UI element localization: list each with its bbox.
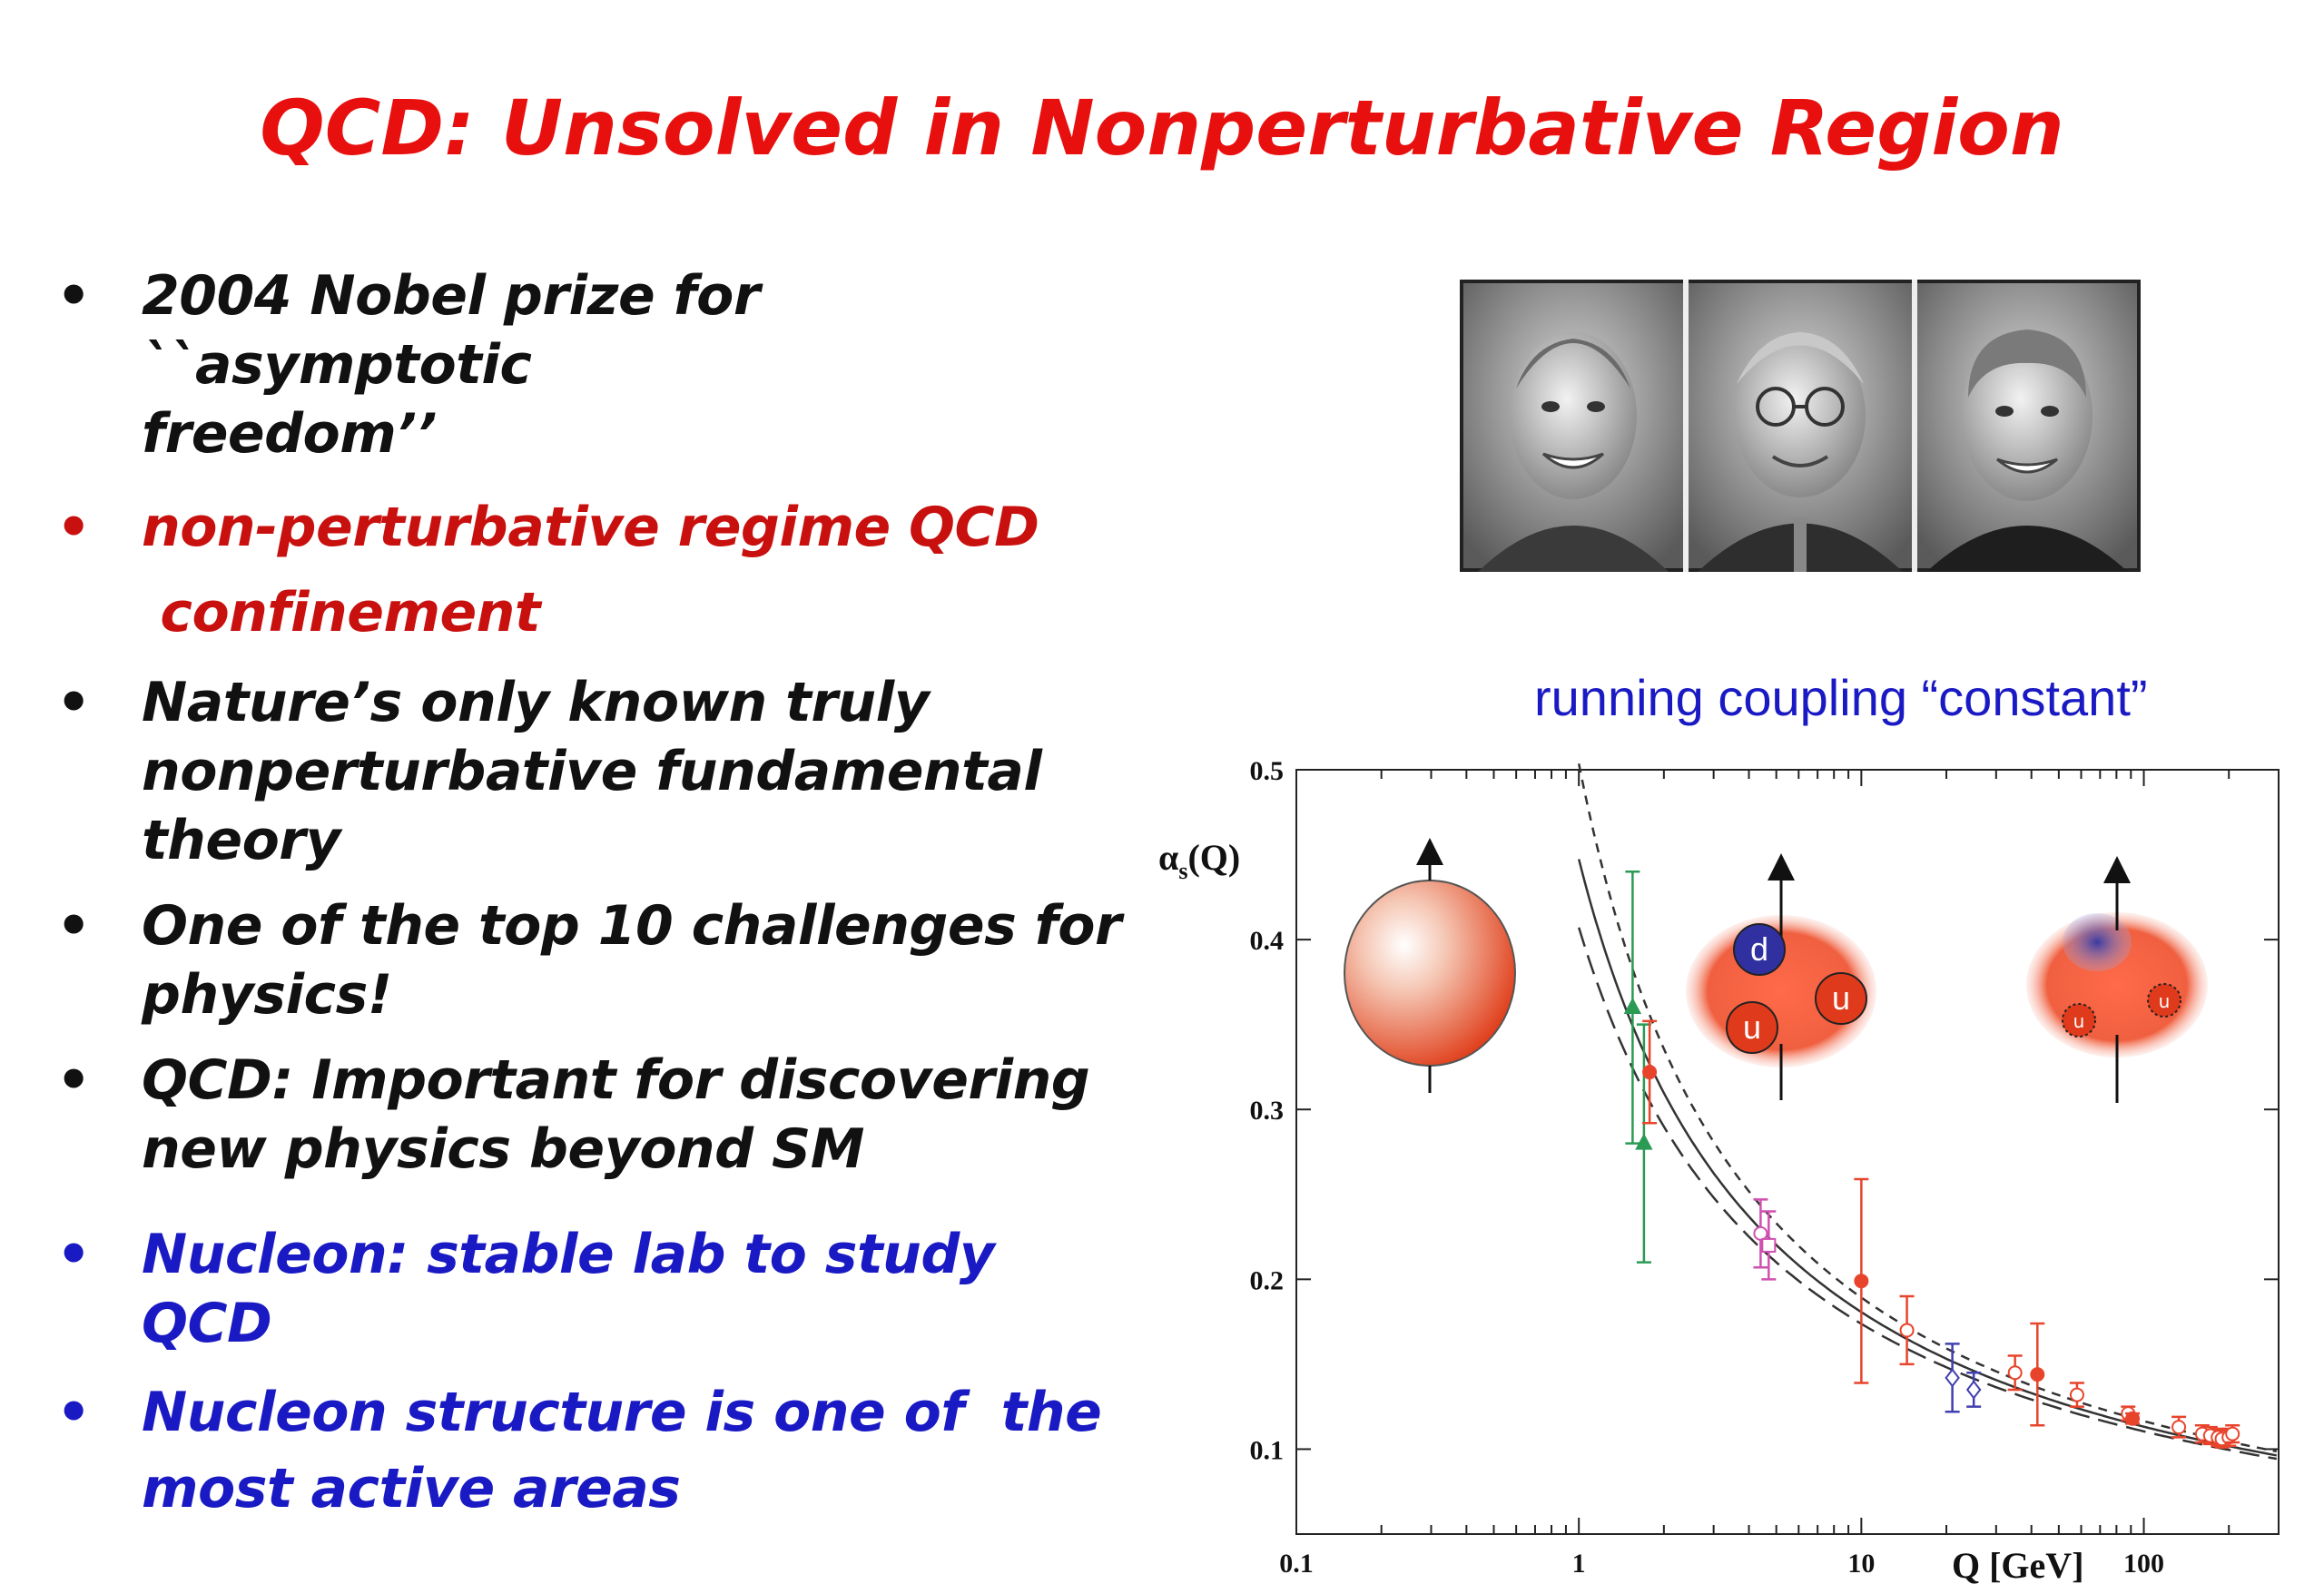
quark	[1815, 972, 1867, 1025]
marker	[1623, 997, 1642, 1014]
marker	[2030, 1367, 2045, 1382]
marker	[1753, 1225, 1768, 1241]
alpha-s-curve-lower	[1578, 927, 2278, 1461]
data-point	[1965, 1371, 1982, 1408]
quark-label: u	[1832, 979, 1850, 1017]
data-point	[1945, 1343, 1960, 1413]
portrait-1	[1463, 283, 1683, 572]
bullet-item: • 2004 Nobel prize for ``asymptotic free…	[54, 261, 1135, 468]
marker	[2007, 1365, 2023, 1381]
bullet-item: • Nature’s only known truly nonperturbat…	[54, 668, 1135, 875]
bullet-item: • One of the top 10 challenges for physi…	[54, 891, 1135, 1029]
x-tick-label: 100	[2123, 1549, 2164, 1579]
marker	[1854, 1274, 1869, 1289]
bullet-item: • QCD: Important for discovering new phy…	[54, 1046, 1135, 1184]
marker	[1899, 1323, 1915, 1338]
x-tick-label: 0.1	[1279, 1549, 1314, 1579]
alpha-s-curve-upper	[1577, 763, 2278, 1453]
bullet-line: Nucleon: stable lab to study QCD	[142, 1223, 995, 1355]
bullet-item: • Nucleon: stable lab to study QCD	[54, 1220, 1135, 1358]
y-axis-title: αs(Q)	[1158, 837, 1240, 884]
bullet-line: confinement	[142, 581, 541, 644]
data-point	[2171, 1415, 2187, 1439]
x-tick-label: 10	[1847, 1549, 1875, 1579]
bullet-item: • Nucleon structure is one of the most a…	[54, 1374, 1135, 1527]
plot-frame	[1295, 769, 2280, 1535]
data-point	[1623, 871, 1642, 1145]
nucleon-picture: d u u	[1686, 853, 1876, 1100]
bullet-line: 2004 Nobel prize for ``asymptotic	[142, 264, 760, 397]
bullet-line: physics!	[142, 963, 392, 1027]
bullet-dot: •	[56, 1048, 91, 1112]
bullet-line: Nature’s only known truly	[142, 671, 930, 734]
data-point	[1753, 1198, 1768, 1269]
running-coupling-label: running coupling “constant”	[1534, 669, 2148, 726]
marker	[2125, 1411, 2141, 1426]
bullet-line: Nucleon structure is one of the	[142, 1381, 1102, 1444]
data-point	[2225, 1423, 2240, 1444]
quark-label: d	[1750, 930, 1768, 968]
bullet-dot: •	[56, 496, 91, 559]
y-tick-label: 0.4	[1250, 926, 1285, 956]
marker	[1965, 1380, 1982, 1400]
data-point	[1899, 1294, 1915, 1366]
marker	[1642, 1065, 1658, 1080]
bullet-line: QCD: Important for discovering	[142, 1048, 1090, 1112]
data-point	[2030, 1322, 2045, 1427]
data-point	[2069, 1382, 2084, 1408]
portrait-2	[1689, 283, 1912, 572]
data-point	[1635, 1023, 1653, 1264]
bullet-line: One of the top 10 challenges for	[142, 894, 1122, 958]
slide-title: QCD: Unsolved in Nonperturbative Region	[260, 84, 2064, 172]
bullet-dot: •	[56, 1223, 91, 1286]
quark	[1726, 1001, 1778, 1054]
bullet-line: most active areas	[142, 1457, 681, 1520]
nucleon-sphere	[1344, 880, 1516, 1067]
y-tick-label: 0.3	[1250, 1096, 1285, 1126]
bullet-line: new physics beyond SM	[142, 1117, 864, 1181]
marker	[2171, 1420, 2187, 1435]
quark-label: u	[2073, 1010, 2085, 1032]
quark-label: u	[1743, 1008, 1761, 1046]
data-point	[1854, 1177, 1869, 1384]
nobel-laureates-photo	[1460, 280, 2141, 572]
bullet-line: nonperturbative fundamental	[142, 740, 1042, 803]
marker	[2225, 1426, 2240, 1441]
bullet-dot: •	[56, 671, 91, 734]
bullet-line: freedom’’	[142, 402, 437, 466]
bullet-dot: •	[56, 894, 91, 958]
y-tick-label: 0.1	[1250, 1435, 1285, 1465]
alpha-s-curve-central	[1577, 859, 2277, 1457]
x-tick-label: 1	[1572, 1549, 1586, 1579]
data-point	[1642, 1019, 1658, 1125]
marker	[1761, 1237, 1777, 1253]
quark	[2062, 1003, 2096, 1038]
marker	[1945, 1368, 1960, 1388]
bullet-dot: •	[56, 264, 91, 328]
x-axis-title: Q [GeV]	[1952, 1545, 2084, 1584]
marker	[2069, 1387, 2084, 1402]
marker	[1635, 1133, 1653, 1150]
data-point	[2125, 1411, 2141, 1426]
quark	[1733, 923, 1786, 976]
nucleon-picture: uu	[2026, 856, 2208, 1103]
quark-label: u	[2159, 990, 2171, 1012]
bullet-dot: •	[56, 1381, 91, 1444]
bullet-line: theory	[142, 809, 341, 872]
bullet-list: • 2004 Nobel prize for ``asymptotic free…	[54, 261, 1135, 1527]
y-tick-label: 0.5	[1250, 756, 1285, 786]
data-point	[2007, 1354, 2023, 1392]
data-point	[1761, 1210, 1777, 1281]
portrait-3	[1917, 283, 2137, 572]
nucleon-picture	[1344, 838, 1516, 1093]
bullet-item: • non-perturbative regime QCD confinemen…	[54, 485, 1135, 655]
quark	[2147, 983, 2181, 1018]
bullet-line: non-perturbative regime QCD	[142, 496, 1039, 559]
y-tick-label: 0.2	[1250, 1265, 1285, 1295]
blue-quark-cloud	[2063, 913, 2132, 971]
